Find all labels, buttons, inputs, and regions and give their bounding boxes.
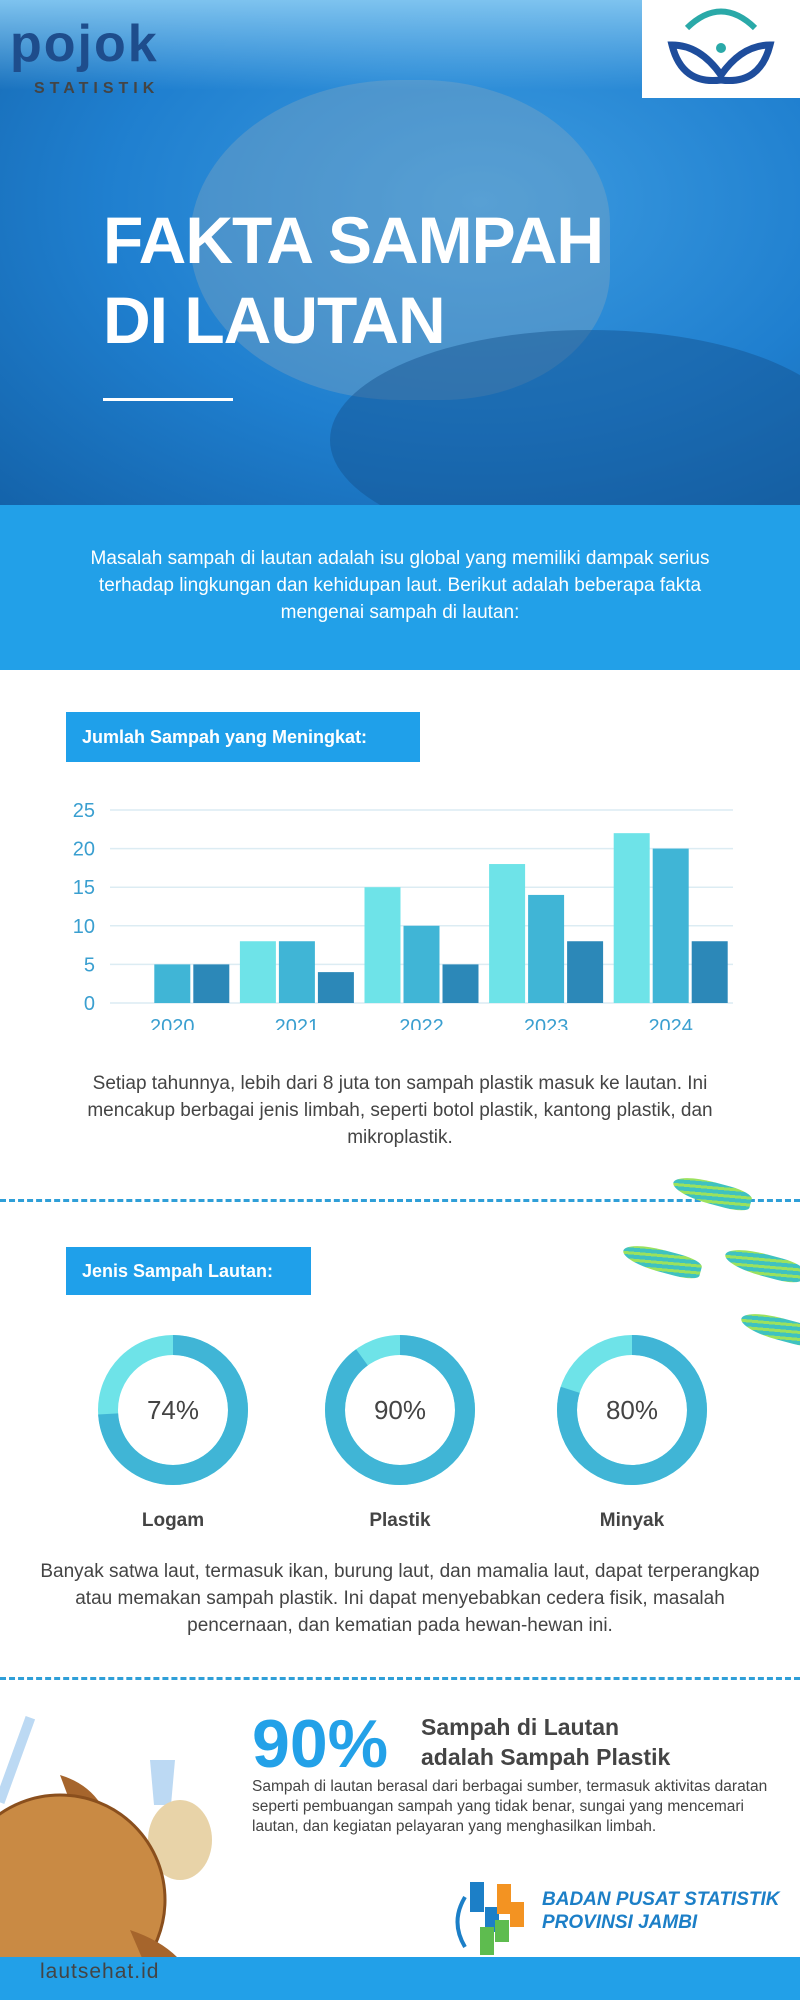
y-tick-label: 25 <box>73 800 95 822</box>
bar-2021-s1 <box>239 941 276 1003</box>
source-description: Sampah di lautan berasal dari berbagai s… <box>252 1778 768 1835</box>
headline-stat: 90% <box>252 1706 389 1782</box>
lotus-emblem-icon <box>667 8 775 85</box>
donut-label-minyak: Minyak <box>599 1510 665 1531</box>
intro-text: Masalah sampah di lautan adalah isu glob… <box>90 548 710 623</box>
bps-org-name: BADAN PUSAT STATISTIK PROVINSI JAMBI <box>542 1888 780 1934</box>
trend-description: Setiap tahunnya, lebih dari 8 juta ton s… <box>87 1073 713 1148</box>
bar-2022-s1 <box>364 887 401 1003</box>
page-title: FAKTA SAMPAH DI LAUTAN <box>103 200 604 360</box>
footer-band <box>0 1957 800 2000</box>
headline-line-2: adalah Sampah Plastik <box>421 1744 671 1770</box>
fish-illustration <box>722 1244 800 1286</box>
dashed-divider <box>0 1199 800 1202</box>
logo-subtitle: STATISTIK <box>34 80 160 97</box>
impact-description: Banyak satwa laut, termasuk ikan, burung… <box>40 1561 760 1636</box>
turtle-illustration <box>0 1716 212 2000</box>
footer-site: lautsehat.id <box>40 1960 160 1983</box>
y-tick-label: 15 <box>73 877 95 899</box>
bar-2021-s3 <box>317 972 354 1003</box>
x-tick-label: 2024 <box>648 1016 693 1030</box>
bar-2022-s2 <box>403 925 440 1003</box>
donut-percent: 80% <box>606 1395 658 1425</box>
title-line-2: DI LAUTAN <box>103 283 446 357</box>
bar-2024-s1 <box>613 833 650 1003</box>
donut-percent: 90% <box>374 1395 426 1425</box>
sea-turtle-photo <box>190 80 610 400</box>
org-line-2: PROVINSI JAMBI <box>542 1912 698 1933</box>
y-tick-label: 0 <box>84 993 95 1015</box>
dashed-divider <box>0 1677 800 1680</box>
donut-label-plastik: Plastik <box>369 1510 431 1531</box>
intro-band <box>0 505 800 670</box>
donut-percent: 74% <box>147 1395 199 1425</box>
donut-value-arc <box>557 1335 707 1485</box>
y-tick-label: 5 <box>84 954 95 976</box>
donut-charts: 74% 90% 80% <box>98 1335 707 1485</box>
bar-2023-s2 <box>528 894 565 1003</box>
donut-value-arc <box>98 1335 248 1485</box>
bar-2022-s3 <box>442 964 479 1003</box>
y-tick-label: 20 <box>73 839 95 861</box>
x-tick-label: 2021 <box>275 1016 320 1030</box>
org-line-1: BADAN PUSAT STATISTIK <box>542 1889 780 1910</box>
fish-illustration <box>620 1240 704 1282</box>
logo-wordmark: pojok <box>10 15 159 73</box>
bar-2023-s1 <box>489 864 526 1003</box>
pojok-statistik-logo: pojok STATISTIK <box>10 18 210 108</box>
x-tick-label: 2020 <box>150 1016 195 1030</box>
title-underline <box>103 398 233 401</box>
donut-label-logam: Logam <box>141 1510 205 1531</box>
section-label-types: Jenis Sampah Lautan: <box>66 1247 311 1295</box>
headline-text: Sampah di Lautan adalah Sampah Plastik <box>421 1712 670 1772</box>
section-label-trend: Jumlah Sampah yang Meningkat: <box>66 712 420 762</box>
institution-logo <box>642 0 800 98</box>
x-tick-label: 2023 <box>524 1016 569 1030</box>
fish-illustration <box>670 1172 754 1214</box>
y-tick-label: 10 <box>73 916 95 938</box>
bar-chart: 0 5 10 15 20 25 2020 2021 2022 2023 2024 <box>73 800 733 1030</box>
donut-value-arc <box>325 1335 475 1485</box>
bar-2021-s2 <box>278 941 315 1003</box>
bar-2024-s3 <box>691 941 728 1003</box>
bps-logo-icon <box>455 1882 524 1955</box>
headline-line-1: Sampah di Lautan <box>421 1714 620 1740</box>
x-tick-label: 2022 <box>399 1016 444 1030</box>
bar-2023-s3 <box>567 941 604 1003</box>
bar-2024-s2 <box>652 848 689 1003</box>
bar-2020-s3 <box>193 964 230 1003</box>
title-line-1: FAKTA SAMPAH <box>103 203 604 277</box>
bar-2020-s2 <box>154 964 191 1003</box>
